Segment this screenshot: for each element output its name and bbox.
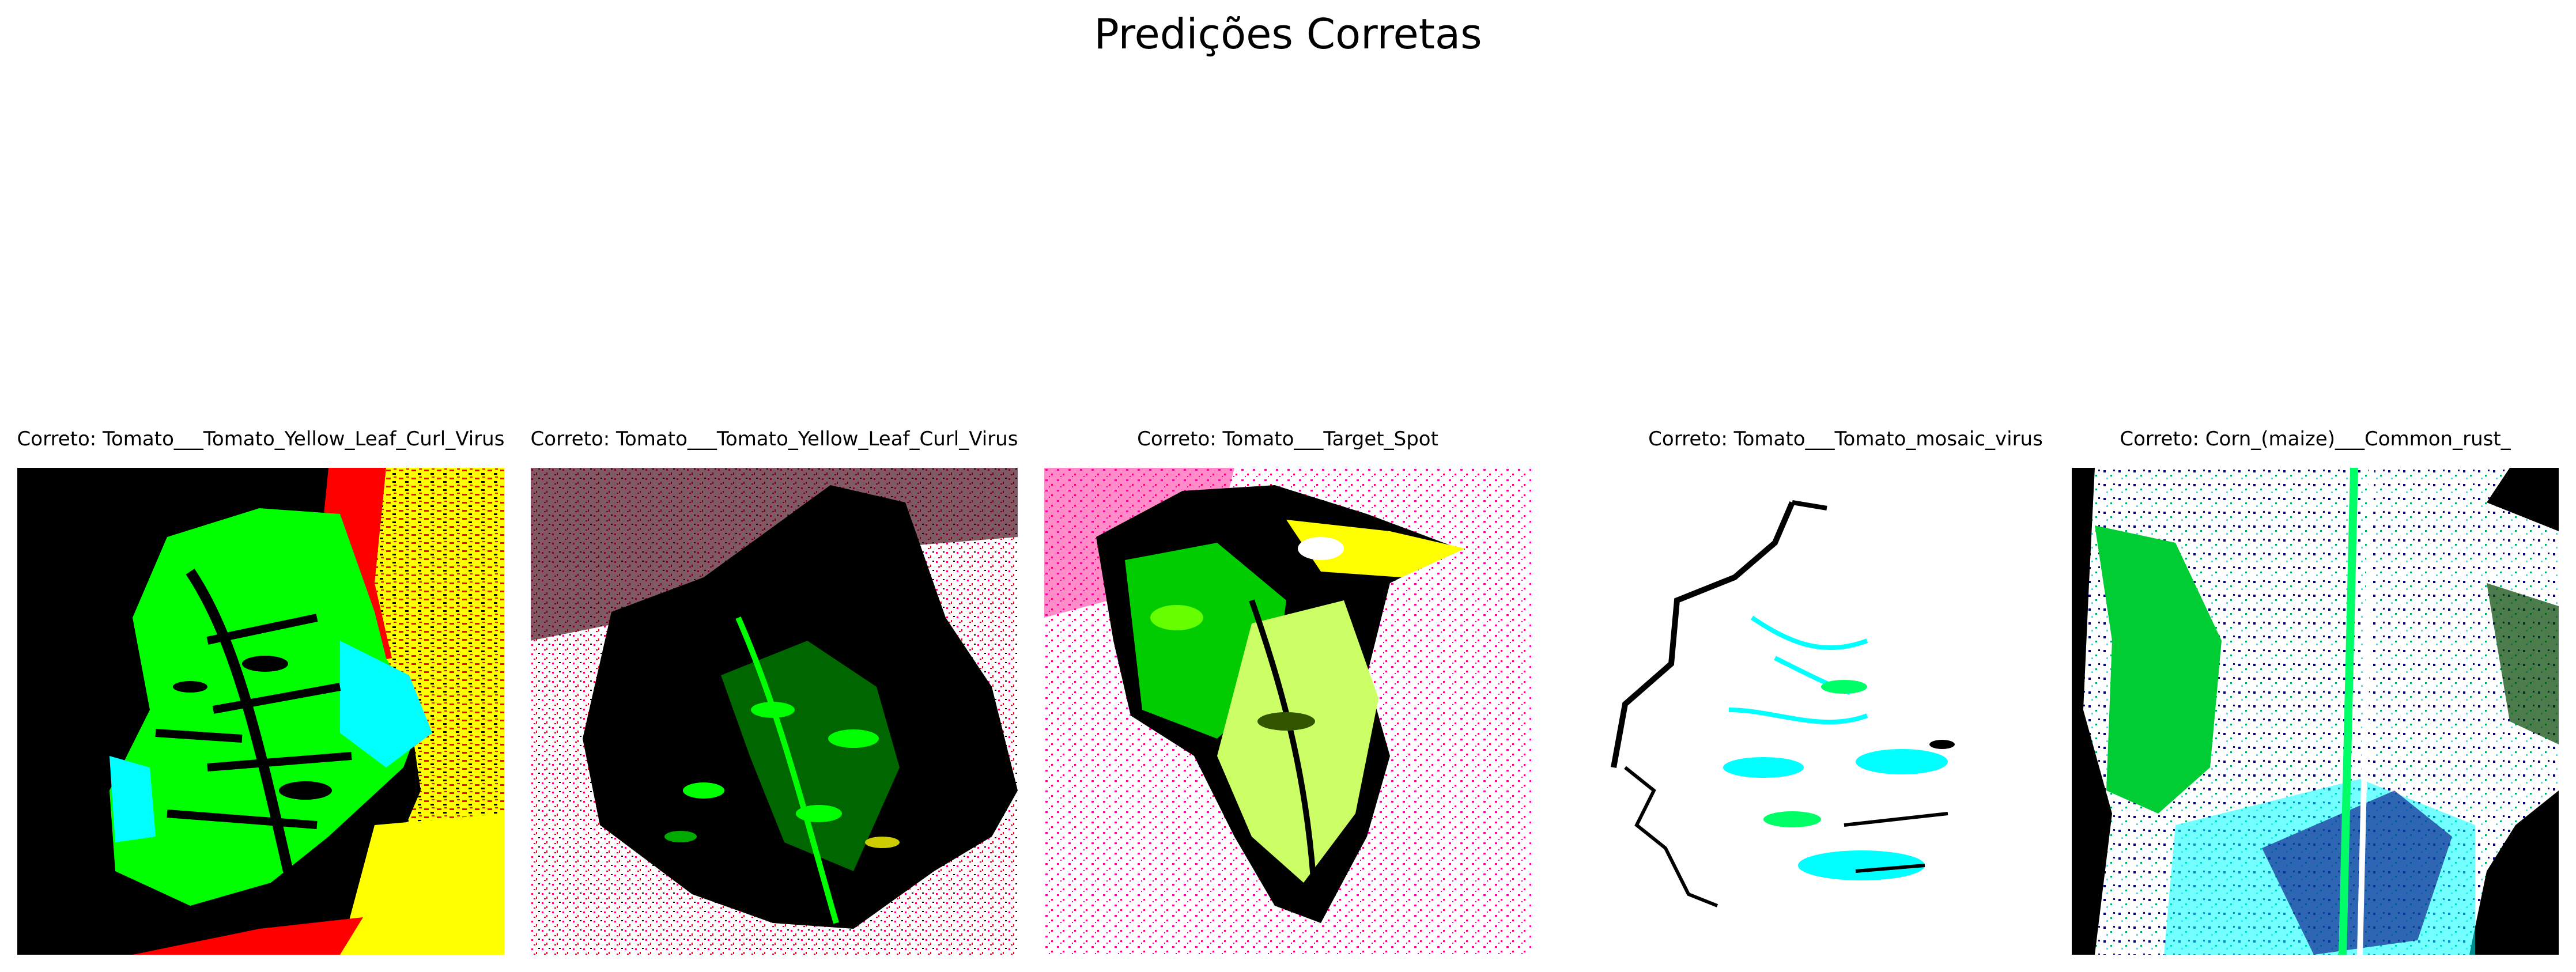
- panel-2-caption: Correto: Tomato___Tomato_Yellow_Leaf_Cur…: [530, 428, 1018, 451]
- panel-4-image: [1602, 468, 2089, 955]
- panel-1-caption: Correto: Tomato___Tomato_Yellow_Leaf_Cur…: [17, 428, 505, 451]
- panel-1-image: [17, 468, 504, 955]
- panel-5-caption: Correto: Corn_(maize)___Common_rust_: [2120, 428, 2511, 451]
- figure-title: Predições Corretas: [1094, 10, 1482, 58]
- panel-2-image: [531, 468, 1018, 955]
- panel-4-caption: Correto: Tomato___Tomato_mosaic_virus: [1648, 428, 2043, 451]
- panel-5-image: [2072, 468, 2559, 955]
- panel-3-caption: Correto: Tomato___Target_Spot: [1137, 428, 1438, 451]
- panel-3-image: [1044, 468, 1531, 955]
